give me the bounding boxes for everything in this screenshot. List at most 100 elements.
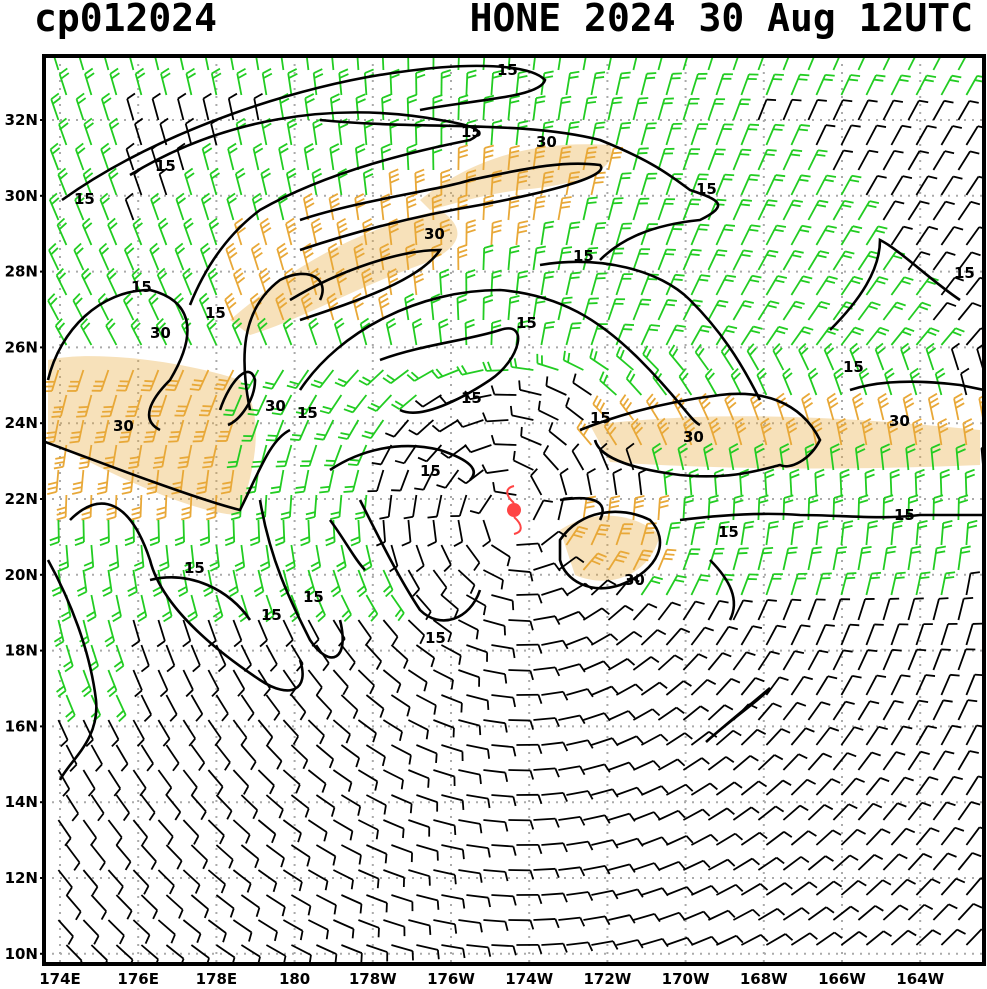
wind-barb bbox=[152, 444, 168, 469]
wind-barb bbox=[930, 443, 941, 471]
wind-barb bbox=[457, 144, 469, 171]
wind-barb bbox=[466, 644, 489, 662]
wind-barb bbox=[340, 844, 362, 865]
wind-barb bbox=[359, 317, 371, 346]
wind-barb bbox=[380, 193, 392, 221]
wind-barb bbox=[416, 744, 438, 763]
wind-barb bbox=[490, 544, 511, 567]
wind-barb bbox=[715, 73, 733, 96]
wind-barb bbox=[483, 669, 508, 684]
wind-barb bbox=[483, 869, 509, 882]
wind-barb bbox=[226, 192, 237, 221]
wind-barb bbox=[757, 650, 780, 671]
wind-barb bbox=[265, 644, 278, 672]
wind-barb bbox=[151, 92, 161, 121]
wind-barb bbox=[332, 769, 353, 792]
wind-barb bbox=[456, 365, 484, 376]
wind-barb bbox=[354, 143, 366, 171]
wind-barb bbox=[865, 623, 884, 646]
wind-barb bbox=[282, 869, 303, 892]
wind-barb bbox=[907, 301, 932, 321]
wind-barb bbox=[740, 934, 769, 946]
wind-barb bbox=[615, 683, 644, 696]
wind-barb bbox=[387, 268, 399, 296]
wind-barb bbox=[657, 97, 674, 121]
wind-barb bbox=[707, 756, 735, 771]
wind-barb bbox=[957, 302, 982, 321]
wind-barb bbox=[134, 67, 146, 96]
wind-barb bbox=[190, 794, 207, 821]
contour-15 bbox=[149, 576, 252, 621]
wind-barb bbox=[55, 267, 68, 296]
wind-barb bbox=[390, 644, 409, 669]
wind-barb bbox=[665, 783, 694, 796]
wind-barb bbox=[90, 944, 108, 964]
wind-barb bbox=[265, 419, 285, 442]
wind-barb bbox=[427, 519, 438, 547]
wind-barb bbox=[740, 780, 768, 796]
wind-barb bbox=[782, 56, 790, 71]
wind-barb bbox=[440, 69, 452, 96]
wind-barb bbox=[516, 643, 543, 654]
wind-barb bbox=[591, 839, 619, 849]
wind-barb bbox=[99, 192, 110, 221]
wind-barb bbox=[290, 844, 311, 867]
wind-barb bbox=[708, 417, 721, 446]
contour-label: 15 bbox=[590, 409, 611, 427]
wind-barb bbox=[707, 858, 736, 871]
wind-barb bbox=[858, 367, 870, 396]
wind-barb bbox=[826, 392, 839, 421]
wind-barb bbox=[354, 494, 368, 520]
wind-barb bbox=[333, 919, 355, 939]
wind-barb bbox=[765, 224, 787, 246]
contour-15 bbox=[258, 499, 344, 659]
wind-barb bbox=[205, 494, 218, 521]
longitude-label: 172W bbox=[583, 970, 631, 988]
wind-barb bbox=[100, 394, 118, 418]
wind-barb bbox=[382, 369, 409, 384]
wind-barb bbox=[740, 831, 768, 846]
wind-barb bbox=[632, 602, 658, 621]
wind-barb bbox=[282, 719, 299, 745]
wind-barb bbox=[884, 367, 895, 396]
wind-barb bbox=[691, 884, 719, 896]
wind-barb bbox=[865, 175, 887, 196]
wind-barb bbox=[641, 836, 669, 846]
wind-barb bbox=[608, 710, 636, 721]
wind-barb bbox=[507, 95, 520, 121]
wind-barb bbox=[640, 629, 667, 646]
wind-barb bbox=[607, 495, 621, 521]
wind-barb bbox=[458, 869, 483, 883]
wind-barb bbox=[224, 519, 236, 547]
contour-15 bbox=[319, 118, 720, 261]
wind-barb bbox=[457, 244, 468, 271]
wind-barb bbox=[583, 814, 611, 824]
wind-barb bbox=[234, 544, 246, 572]
wind-barb bbox=[383, 819, 405, 839]
wind-barb bbox=[782, 250, 804, 271]
wind-barb bbox=[380, 143, 392, 171]
wind-barb bbox=[361, 267, 373, 296]
wind-barb bbox=[408, 869, 431, 886]
wind-barb bbox=[56, 494, 68, 521]
wind-barb bbox=[865, 828, 891, 846]
wind-barb bbox=[356, 569, 368, 598]
wind-barb bbox=[715, 521, 730, 546]
wind-barb bbox=[790, 326, 814, 346]
wind-barb bbox=[882, 301, 906, 321]
wind-barb bbox=[557, 556, 585, 571]
wind-barb bbox=[509, 405, 534, 421]
wind-barb bbox=[658, 809, 686, 821]
wind-barb bbox=[865, 124, 887, 146]
wind-barb bbox=[890, 74, 911, 96]
wind-barb bbox=[282, 919, 304, 941]
wind-barb bbox=[260, 167, 271, 196]
wind-barb bbox=[757, 754, 784, 771]
wind-barb bbox=[315, 594, 326, 623]
wind-barb bbox=[890, 623, 909, 646]
wind-barb bbox=[765, 520, 779, 546]
wind-barb bbox=[760, 417, 772, 446]
wind-barb bbox=[950, 342, 961, 371]
wind-barb bbox=[274, 519, 286, 547]
wind-barb bbox=[316, 944, 338, 964]
